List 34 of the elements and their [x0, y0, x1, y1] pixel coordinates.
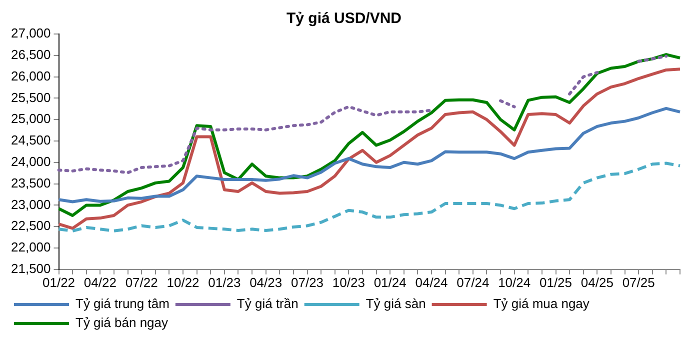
y-tick-label: 23,500: [10, 175, 51, 190]
y-tick-label: 22,500: [10, 218, 51, 234]
x-tick-label: 01/22: [42, 274, 76, 290]
x-tick-label: 10/22: [166, 274, 200, 290]
line-series: [57, 162, 682, 232]
x-tick-label: 01/23: [208, 274, 241, 290]
y-tick-label: 26,500: [10, 46, 51, 62]
y-tick-label: 24,500: [10, 132, 51, 148]
y-tick-label: 22,000: [10, 240, 51, 255]
y-tick-label: 27,000: [10, 26, 51, 41]
y-tick-label: 21,500: [10, 260, 51, 276]
x-tick-label: 01/24: [374, 274, 406, 290]
x-tick-label: 07/24: [456, 274, 490, 290]
x-tick-label: 04/23: [250, 274, 282, 290]
x-tick-label: 10/23: [332, 274, 365, 290]
x-tick-label: 01/25: [539, 274, 572, 290]
x-tick-label: 07/22: [125, 274, 158, 290]
x-tick-label: 07/23: [290, 274, 324, 290]
x-tick-label: 04/22: [84, 274, 116, 290]
y-tick-label: 24,000: [10, 154, 51, 169]
chart-title: Tỷ giá USD/VND: [286, 10, 402, 28]
legend-label: Tỷ giá bán ngay: [76, 315, 169, 330]
y-tick-label: 25,500: [10, 90, 51, 105]
legend-label: Tỷ giá trần: [236, 296, 298, 312]
x-tick-label: 07/25: [622, 274, 655, 290]
y-tick-label: 25,000: [10, 111, 51, 126]
x-tick-label: 04/24: [415, 274, 448, 290]
y-tick-label: 26,000: [10, 68, 51, 84]
x-tick-label: 04/25: [580, 274, 614, 290]
legend-label: Tỷ giá sàn: [366, 296, 426, 312]
legend-label: Tỷ giá trung tâm: [76, 296, 170, 312]
x-tick-label: 10/24: [498, 274, 531, 290]
y-tick-label: 23,000: [10, 196, 51, 212]
legend-label: Tỷ giá mua ngay: [493, 296, 590, 312]
